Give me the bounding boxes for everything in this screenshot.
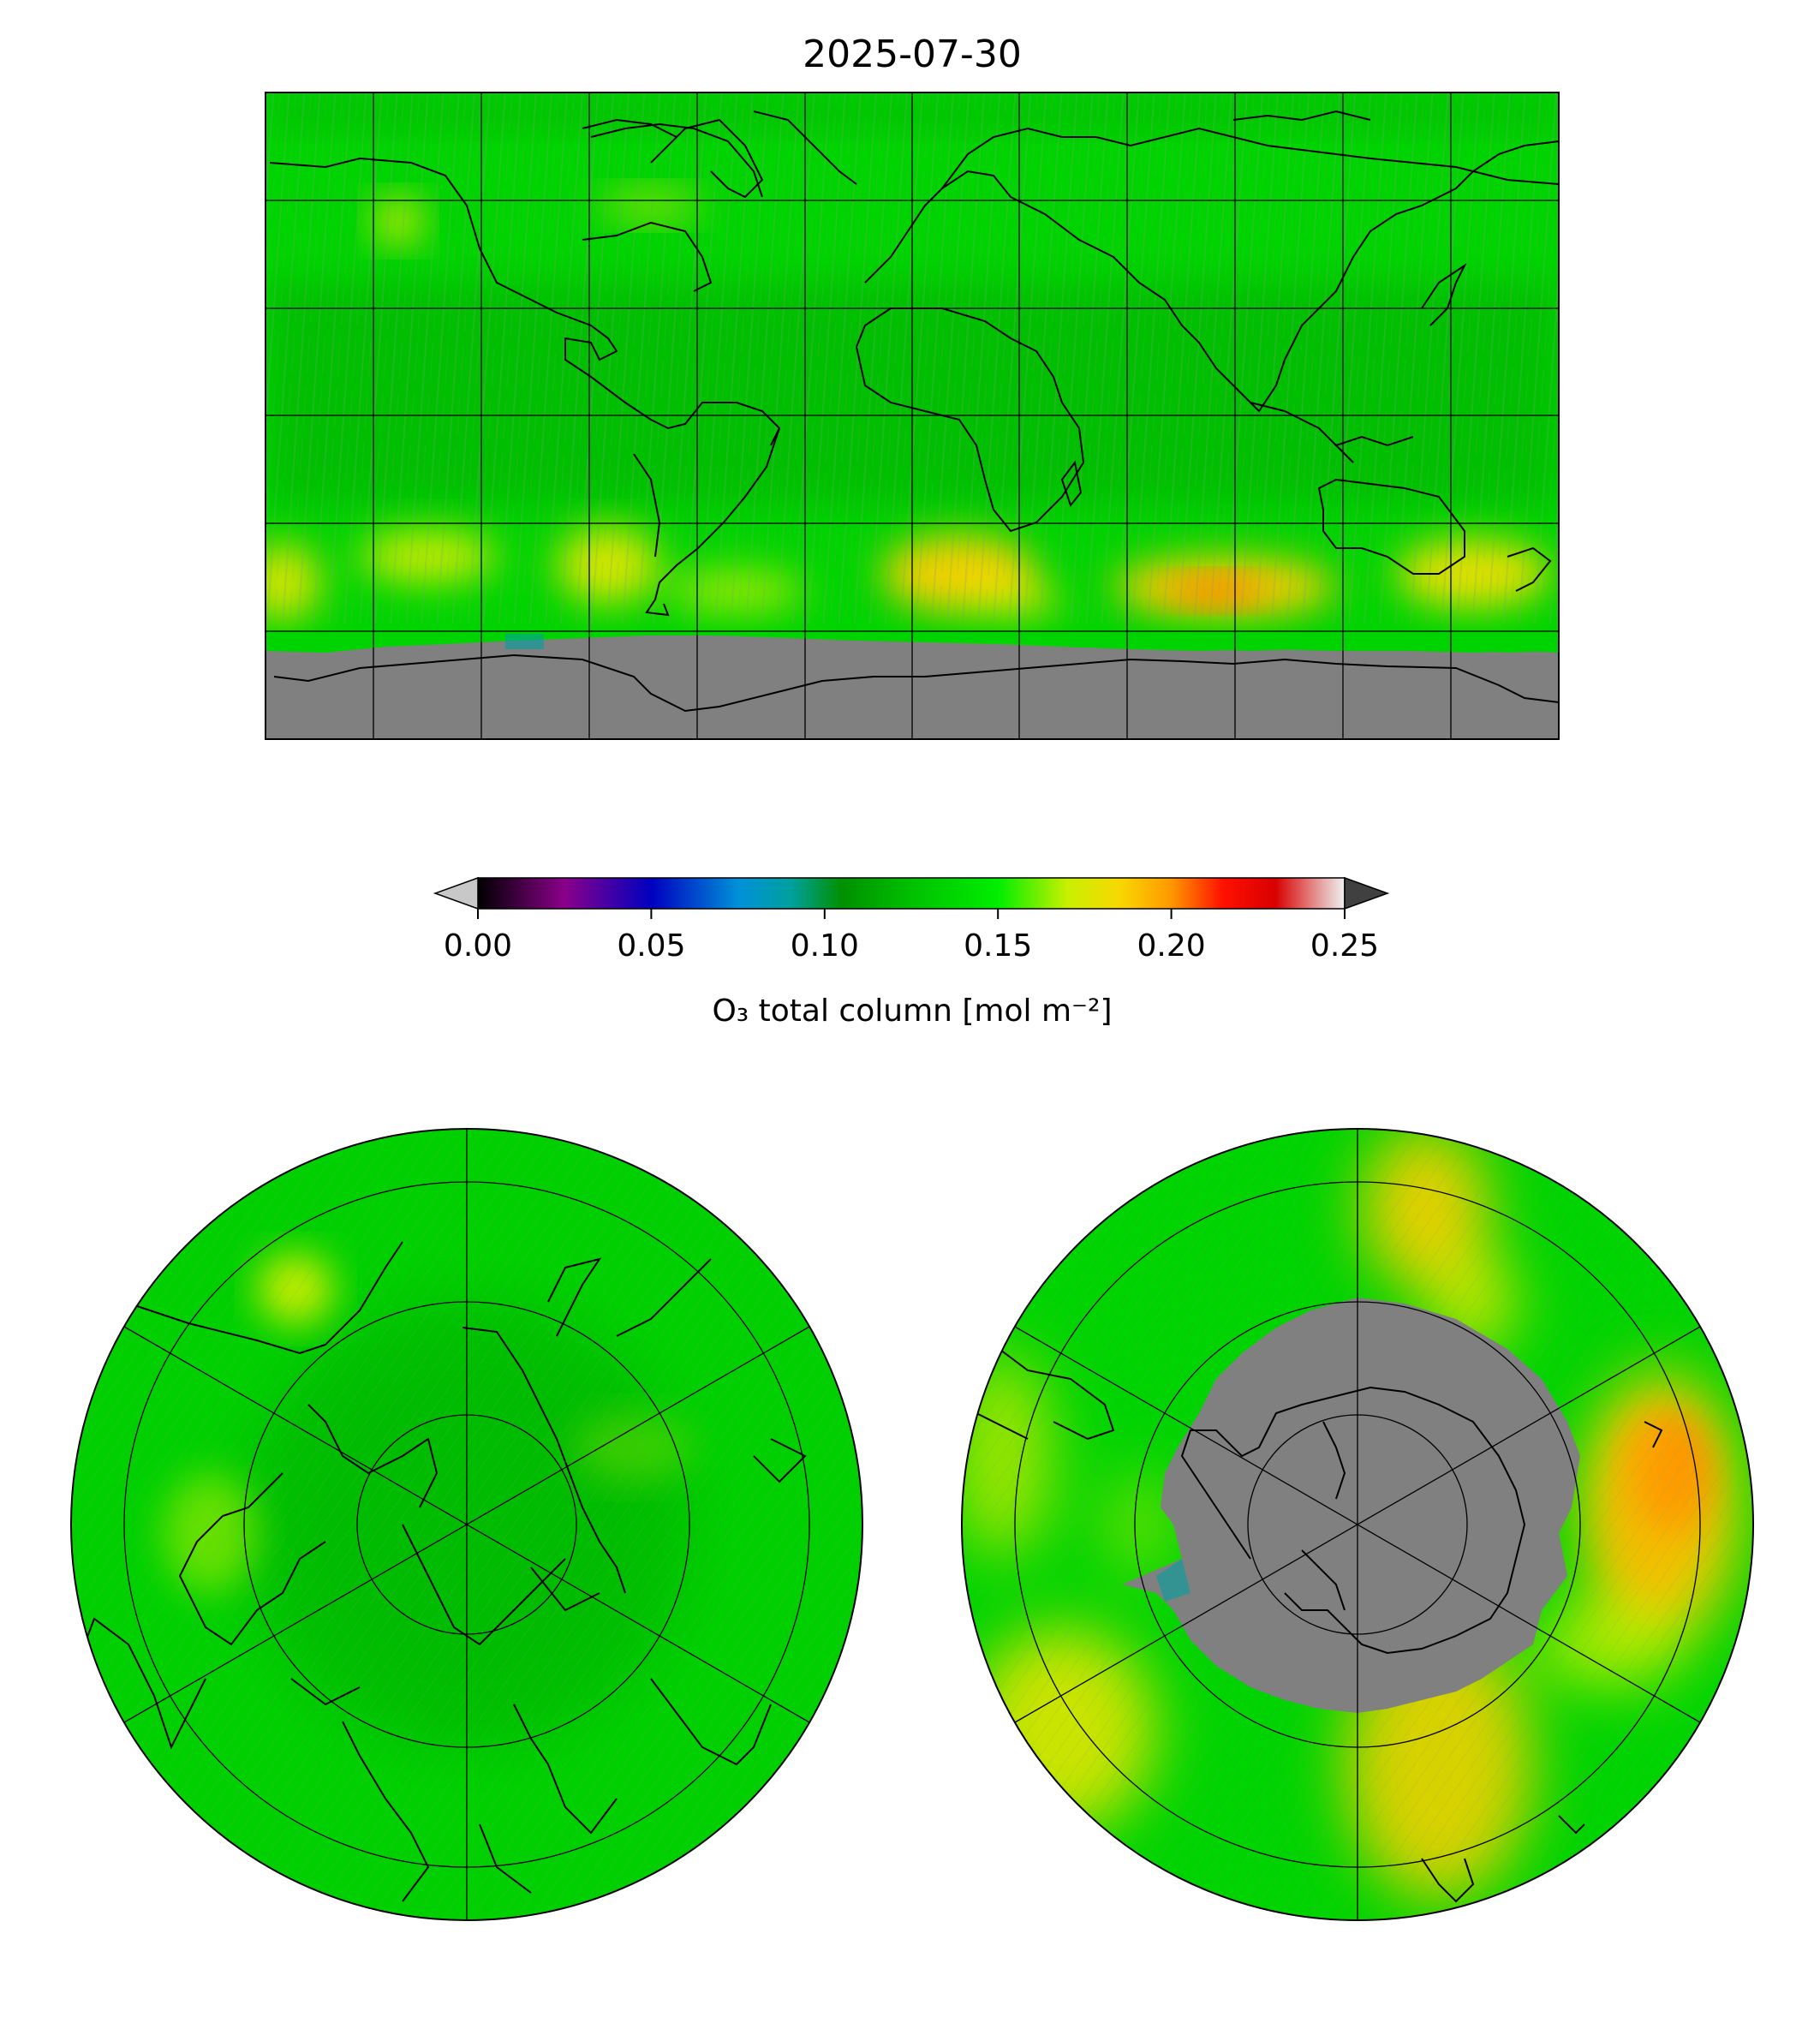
south-polar-map: [961, 1128, 1754, 1921]
north-polar-map-grid: [123, 1129, 810, 1920]
colorbar-gradient: [477, 877, 1346, 910]
chart-title: 2025-07-30: [803, 33, 1022, 76]
global-map-grid: [266, 92, 1559, 739]
colorbar-tick-label: 0.15: [964, 928, 1032, 964]
south-polar-map-frame: [961, 1128, 1754, 1921]
global-map: [265, 92, 1560, 740]
colorbar-extend-under: [433, 876, 479, 910]
colorbar-tick-label: 0.20: [1137, 928, 1206, 964]
north-polar-map-frame: [70, 1128, 863, 1921]
north-polar-map-coastlines: [81, 1241, 807, 1902]
colorbar: 0.00 0.05 0.10 0.15 0.20 0.25 O₃ total column…: [433, 876, 1390, 1029]
south-polar-map-grid: [1014, 1129, 1701, 1920]
colorbar-tick-label: 0.05: [617, 928, 685, 964]
colorbar-tick-label: 0.00: [444, 928, 512, 964]
colorbar-extend-over: [1344, 876, 1390, 910]
global-map-frame: [265, 92, 1560, 740]
north-polar-map: [70, 1128, 863, 1921]
south-polar-map-coastlines: [962, 1344, 1663, 1903]
colorbar-ticks: 0.00 0.05 0.10 0.15 0.20 0.25: [444, 909, 1379, 964]
colorbar-label: O₃ total column [mol m⁻²]: [712, 994, 1112, 1029]
south-polar-map-no-data: [1122, 1298, 1580, 1713]
colorbar-tick-label: 0.25: [1310, 928, 1379, 964]
colorbar-tick-label: 0.10: [791, 928, 859, 964]
